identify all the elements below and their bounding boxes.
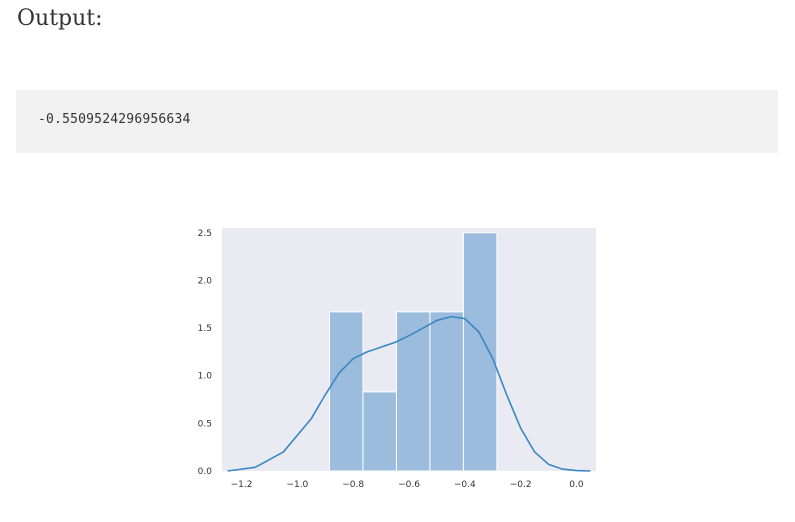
- histogram-bar-2: [395, 311, 431, 472]
- y-tick-label: 2.5: [198, 229, 212, 239]
- y-tick-label: 2.0: [198, 276, 213, 286]
- x-tick-label: −0.6: [398, 480, 420, 490]
- histogram-bar-0: [328, 311, 364, 472]
- output-heading: Output:: [17, 6, 103, 31]
- histogram-bar-4: [462, 232, 498, 472]
- x-tick-label: −0.4: [454, 480, 476, 490]
- x-tick-label: −0.8: [342, 480, 364, 490]
- y-tick-label: 0.0: [198, 467, 213, 477]
- histogram-bar-3: [429, 311, 464, 472]
- y-tick-label: 1.5: [198, 324, 212, 334]
- code-output-value: -0.5509524296956634: [38, 112, 191, 127]
- x-tick-label: −1.2: [231, 480, 253, 490]
- histogram-bar-1: [362, 391, 397, 472]
- code-output-block: -0.5509524296956634: [16, 90, 778, 153]
- y-tick-label: 1.0: [198, 372, 213, 382]
- distribution-plot: 0.0 0.5 1.0 1.5 2.0 2.5 −1.2 −1.0 −0.8 −0.6 −0.4 −0…: [180, 220, 600, 500]
- y-tick-label: 0.5: [198, 419, 212, 429]
- kde-line: [227, 315, 591, 472]
- x-tick-label: −0.2: [510, 480, 532, 490]
- x-tick-label: 0.0: [569, 480, 584, 490]
- histogram-kde-chart: 0.0 0.5 1.0 1.5 2.0 2.5 −1.2 −1.0 −0.8 −0.6 −0.4 −0…: [198, 228, 596, 490]
- x-tick-label: −1.0: [286, 480, 308, 490]
